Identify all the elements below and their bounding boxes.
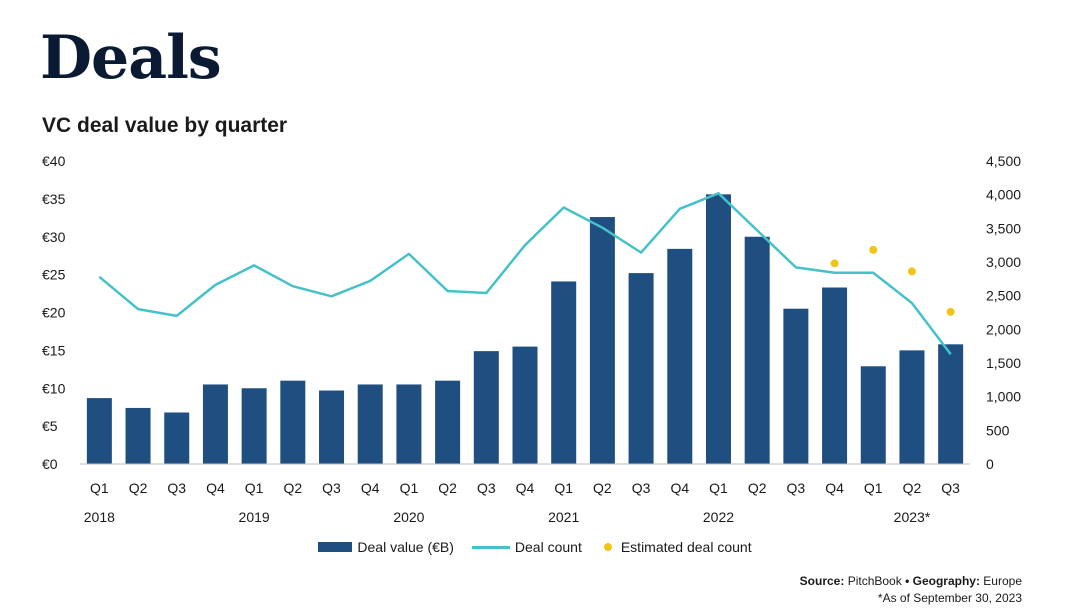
bar-deal-value — [667, 248, 693, 464]
x-tick-label: Q1 — [554, 480, 573, 496]
x-tick-label: Q2 — [903, 480, 922, 496]
legend-label-deal-count: Deal count — [514, 539, 582, 555]
y-right-tick-label: 4,000 — [986, 187, 1021, 203]
x-year-label: 2020 — [393, 509, 424, 525]
bar-deal-value — [319, 390, 345, 464]
legend-label-deal-value: Deal value (€B) — [357, 539, 454, 555]
bar-deal-value — [435, 380, 461, 464]
x-tick-label: Q4 — [516, 480, 535, 496]
x-tick-label: Q1 — [864, 480, 883, 496]
y-right-tick-label: 3,000 — [986, 254, 1021, 270]
bar-deal-value — [202, 384, 228, 464]
x-tick-label: Q3 — [941, 480, 960, 496]
bar-deal-value — [899, 350, 925, 464]
bar-deal-value — [164, 412, 190, 464]
x-tick-label: Q2 — [438, 480, 457, 496]
legend-label-estimated: Estimated deal count — [620, 539, 752, 555]
point-estimated-deal-count — [946, 307, 955, 316]
y-right-tick-label: 1,500 — [986, 355, 1021, 371]
bar-deal-value — [822, 287, 848, 464]
x-year-label: 2018 — [84, 509, 115, 525]
x-tick-label: Q4 — [670, 480, 689, 496]
x-year-label: 2022 — [703, 509, 734, 525]
bar-deal-value — [705, 194, 731, 464]
y-left-tick-label: €25 — [42, 267, 66, 283]
y-left-tick-label: €20 — [42, 305, 66, 321]
y-right-tick-label: 1,000 — [986, 389, 1021, 405]
x-tick-label: Q3 — [167, 480, 186, 496]
chart-title: VC deal value by quarter — [42, 114, 288, 137]
x-tick-label: Q3 — [477, 480, 496, 496]
point-estimated-deal-count — [907, 267, 916, 276]
x-tick-label: Q3 — [632, 480, 651, 496]
x-tick-label: Q1 — [90, 480, 109, 496]
y-left-tick-label: €10 — [42, 380, 66, 396]
legend-swatch-dot — [603, 543, 612, 551]
as-of-note: *As of September 30, 2023 — [877, 591, 1022, 605]
y-right-tick-label: 2,000 — [986, 321, 1021, 337]
legend-swatch-bar — [318, 542, 353, 552]
x-tick-label: Q3 — [787, 480, 806, 496]
x-tick-label: Q4 — [206, 480, 225, 496]
y-right-tick-label: 0 — [986, 456, 994, 472]
legend-item-deal-count: Deal count — [471, 539, 582, 555]
bar-deal-value — [241, 388, 267, 464]
bar-deal-value — [512, 346, 538, 464]
y-left-tick-label: €30 — [42, 229, 66, 245]
x-year-label: 2023* — [894, 509, 931, 525]
source-value: PitchBook — [847, 574, 902, 588]
source-key: Source: — [799, 574, 845, 588]
bar-deal-value — [860, 366, 886, 464]
bar-deal-value — [357, 384, 383, 464]
point-estimated-deal-count — [869, 245, 878, 254]
x-tick-label: Q2 — [748, 480, 767, 496]
x-tick-label: Q3 — [322, 480, 341, 496]
source-line: Source: PitchBook • Geography: Europe — [800, 573, 1022, 590]
y-left-tick-label: €40 — [42, 153, 66, 169]
legend-swatch-line — [471, 545, 510, 549]
x-tick-label: Q4 — [361, 480, 380, 496]
x-tick-label: Q1 — [400, 480, 419, 496]
bar-deal-value — [473, 351, 499, 464]
y-right-tick-label: 3,500 — [986, 220, 1021, 236]
bar-deal-value — [280, 380, 306, 464]
geography-key: Geography: — [912, 574, 980, 588]
page-title: Deals — [40, 23, 222, 93]
y-left-tick-label: €5 — [42, 418, 58, 434]
geography-value: Europe — [983, 574, 1022, 588]
bar-deal-value — [396, 384, 422, 464]
x-tick-label: Q2 — [593, 480, 612, 496]
source-separator: • — [905, 574, 910, 588]
y-left-tick-label: €15 — [42, 342, 66, 358]
y-left-tick-label: €0 — [42, 456, 58, 472]
x-tick-label: Q2 — [283, 480, 302, 496]
bar-deal-value — [783, 308, 809, 464]
chart-legend: Deal value (€B) Deal count Estimated dea… — [0, 539, 1070, 555]
legend-item-deal-value: Deal value (€B) — [318, 539, 454, 555]
point-estimated-deal-count — [830, 259, 839, 268]
x-tick-label: Q1 — [245, 480, 264, 496]
bar-deal-value — [744, 236, 770, 464]
legend-item-estimated: Estimated deal count — [600, 539, 752, 555]
x-tick-label: Q4 — [825, 480, 844, 496]
y-right-tick-label: 500 — [986, 422, 1010, 438]
x-tick-label: Q2 — [129, 480, 148, 496]
bar-deal-value — [551, 281, 577, 464]
bar-deal-value — [86, 398, 112, 464]
bar-deal-value — [589, 217, 615, 464]
x-year-label: 2021 — [548, 509, 579, 525]
y-right-tick-label: 2,500 — [986, 288, 1021, 304]
bar-deal-value — [125, 407, 151, 464]
x-year-label: 2019 — [239, 509, 270, 525]
bar-deal-value — [938, 344, 964, 464]
y-left-tick-label: €35 — [42, 191, 66, 207]
x-tick-label: Q1 — [709, 480, 728, 496]
source-note: Source: PitchBook • Geography: Europe *A… — [800, 573, 1022, 607]
bar-deal-value — [628, 273, 654, 464]
y-right-tick-label: 4,500 — [986, 153, 1021, 169]
line-deal-count — [98, 192, 952, 355]
